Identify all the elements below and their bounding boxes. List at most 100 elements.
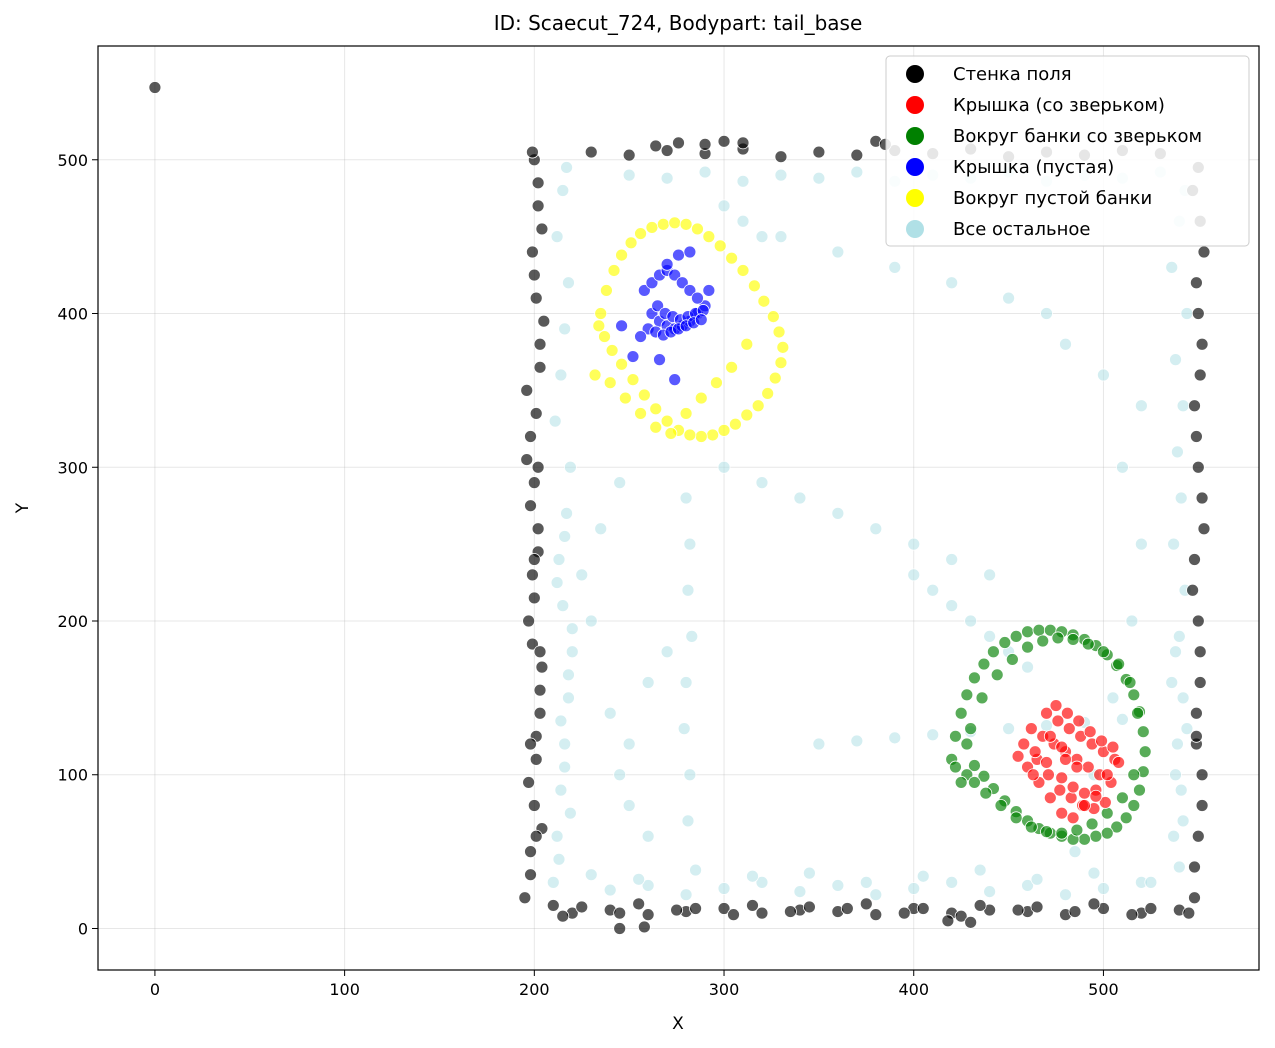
data-point [698, 137, 712, 151]
data-point [632, 897, 646, 911]
data-point [691, 291, 704, 305]
data-point [1072, 714, 1086, 728]
data-point [560, 161, 573, 174]
data-point [675, 276, 689, 290]
data-point [717, 423, 731, 437]
data-point [556, 599, 570, 613]
data-point [727, 908, 740, 922]
data-point [634, 330, 647, 343]
data-point [679, 407, 693, 420]
data-point [683, 284, 697, 297]
data-point [802, 900, 816, 914]
data-point [717, 902, 731, 915]
data-point [618, 391, 632, 405]
data-point [524, 868, 537, 882]
data-point [1005, 653, 1019, 666]
data-point [746, 869, 759, 883]
data-point [550, 829, 564, 843]
data-point [645, 276, 659, 290]
data-point [1106, 740, 1120, 754]
data-point [518, 891, 532, 905]
data-point [1171, 737, 1184, 751]
data-point [683, 768, 697, 782]
data-point [793, 885, 807, 898]
data-point [694, 430, 708, 443]
data-point [812, 145, 826, 159]
data-point [1171, 445, 1184, 459]
data-point [973, 863, 987, 877]
data-point [960, 688, 974, 702]
data-point [1064, 791, 1078, 805]
x-tick-label: 300 [709, 980, 740, 999]
data-point [560, 506, 573, 520]
data-point [1176, 814, 1190, 828]
data-point [641, 676, 655, 689]
data-point [689, 902, 702, 915]
data-point [588, 368, 602, 382]
data-point [526, 637, 539, 651]
data-point [1059, 337, 1072, 351]
data-point [1043, 729, 1057, 743]
data-point [736, 214, 750, 228]
data-point [1009, 811, 1023, 825]
data-point [550, 230, 564, 244]
data-point [1081, 760, 1095, 774]
data-point [1032, 623, 1046, 637]
data-point [1136, 725, 1150, 739]
data-point [784, 905, 797, 918]
data-point [562, 668, 575, 682]
data-point [529, 752, 543, 766]
data-point [725, 360, 739, 374]
legend-entry: Все остальное [953, 219, 1090, 240]
data-point [1070, 823, 1084, 837]
data-point [774, 168, 788, 182]
data-point [1189, 430, 1203, 443]
data-point [679, 888, 693, 902]
data-point [1040, 719, 1053, 732]
legend-marker [906, 158, 924, 176]
data-point [964, 614, 978, 628]
data-point [736, 264, 750, 277]
data-point [768, 371, 782, 385]
data-point [1002, 722, 1015, 736]
data-point [774, 356, 788, 370]
data-point [717, 882, 731, 895]
data-point [641, 829, 655, 843]
data-point [1059, 888, 1072, 902]
data-point [960, 737, 974, 751]
data-point [968, 776, 981, 789]
data-point [1097, 645, 1110, 659]
data-point [1123, 676, 1137, 689]
data-point [755, 875, 769, 889]
data-point [558, 322, 572, 336]
data-point [1167, 829, 1181, 843]
data-point [1009, 629, 1023, 643]
data-point [613, 906, 627, 920]
data-point [649, 139, 663, 153]
data-point [524, 737, 537, 751]
legend-entry: Крышка (со зверьком) [953, 95, 1165, 116]
data-point [907, 882, 921, 895]
data-point [531, 460, 545, 474]
data-point [968, 759, 981, 772]
legend-entry: Вокруг банки со зверьком [953, 126, 1202, 147]
data-point [546, 899, 560, 912]
data-point [527, 591, 541, 605]
data-point [1116, 460, 1129, 474]
data-point [983, 629, 997, 643]
data-point [554, 368, 568, 382]
data-point [1169, 353, 1182, 367]
data-point [717, 199, 731, 213]
data-point [897, 906, 911, 920]
data-point [615, 357, 628, 371]
data-point [556, 184, 570, 197]
data-point [1100, 768, 1114, 782]
data-point [1174, 783, 1188, 797]
data-point [774, 230, 788, 244]
legend: Стенка поля Крышка (со зверьком) Вокруг ба… [885, 55, 1250, 247]
data-point [520, 453, 534, 466]
data-point [1030, 872, 1044, 886]
data-point [776, 340, 790, 354]
data-point [850, 148, 864, 162]
data-point [1172, 629, 1186, 643]
